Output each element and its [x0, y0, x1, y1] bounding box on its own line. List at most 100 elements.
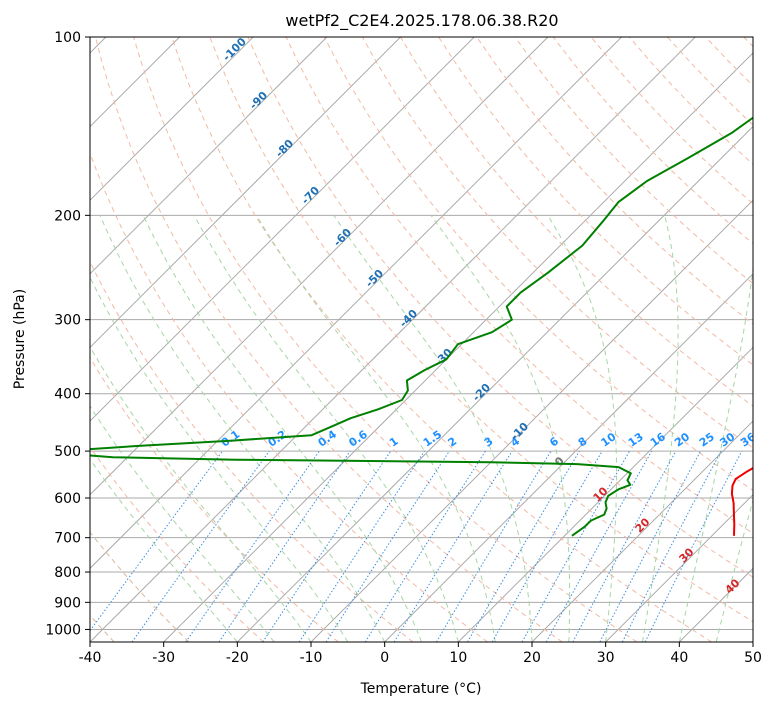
moist-adiabat-line	[715, 498, 753, 642]
mixing-ratio-line	[599, 450, 702, 642]
dry-adiabat-line	[438, 37, 753, 366]
mixing-ratio-line	[521, 450, 631, 642]
moist-adiabat-line	[333, 215, 533, 642]
dry-adiabat-label: -100	[220, 35, 249, 64]
mixing-ratio-label: 16	[648, 430, 668, 450]
x-tick-label: -20	[226, 650, 249, 666]
dry-adiabat-line	[400, 37, 753, 407]
moist-adiabat-line	[142, 215, 422, 642]
isotherm-line	[90, 37, 254, 201]
y-axis-label: Pressure (hPa)	[12, 289, 28, 389]
dry-adiabat-line	[90, 531, 190, 642]
y-tick-label: 700	[54, 531, 81, 547]
mixing-ratio-line	[364, 450, 486, 642]
mixing-ratio-label: 1	[387, 435, 401, 450]
dry-adiabat-label: 10	[591, 484, 611, 504]
x-tick-label: 20	[523, 650, 541, 666]
dry-adiabat-label: -80	[273, 137, 296, 160]
axes: -40 -30 -20 -10 0 10 20 30 40 5010009008007006005…	[45, 30, 762, 666]
mixing-ratio-label: 3	[482, 435, 496, 450]
dry-adiabat-line	[90, 446, 264, 642]
moist-adiabat-line	[90, 276, 349, 642]
x-tick-label: 50	[744, 650, 762, 666]
mixing-ratio-label: 0.1	[219, 428, 242, 450]
mixing-ratio-line	[545, 450, 653, 642]
mixing-ratio-label: 6	[547, 434, 561, 449]
isotherm-line	[678, 567, 753, 642]
mixing-ratio-label: 2	[446, 435, 460, 450]
isotherm-line	[90, 37, 549, 496]
y-tick-label: 500	[54, 444, 81, 460]
isotherm-line	[384, 273, 753, 642]
isotherm-line	[752, 641, 753, 642]
mixing-ratio-label: 8	[576, 435, 590, 450]
moist-adiabat-line	[90, 458, 238, 642]
dry-adiabat-label: -90	[247, 89, 270, 112]
x-tick-label: -10	[300, 650, 323, 666]
dry-adiabat-line	[361, 37, 753, 449]
isotherm-line	[90, 37, 622, 570]
dry-adiabat-line	[90, 151, 488, 642]
dry-adiabat-line	[247, 37, 753, 578]
isotherm-line	[236, 125, 753, 642]
moist-adiabat-line	[90, 345, 312, 642]
mixing-ratio-label: 13	[626, 430, 646, 449]
sounding-profiles	[90, 116, 753, 537]
dry-adiabat-line	[90, 260, 414, 642]
grid-layer	[90, 37, 753, 642]
dry-adiabat-line	[95, 37, 563, 642]
dry-adiabat-line	[743, 37, 753, 48]
dry-adiabat-line	[133, 37, 638, 642]
mixing-ratio-label: 1.5	[421, 428, 444, 450]
dry-adiabat-label: -60	[331, 226, 354, 249]
dry-adiabat-line	[171, 37, 712, 642]
mixing-ratio-line	[131, 450, 270, 642]
isotherm-line	[90, 37, 475, 422]
mixing-ratio-label: 0.6	[346, 428, 370, 450]
isotherm-line	[605, 494, 753, 642]
mixing-ratio-line	[621, 450, 722, 642]
mixing-ratio-line	[325, 450, 450, 642]
x-tick-label: 0	[380, 650, 389, 666]
mixing-ratio-line	[262, 450, 392, 642]
mixing-ratio-line	[467, 450, 580, 642]
dry-adiabat-label: -50	[363, 267, 386, 290]
moist-adiabat-line	[547, 215, 617, 642]
mixing-ratio-line	[298, 450, 425, 642]
isotherm-line	[457, 346, 753, 642]
mixing-ratio-line	[644, 450, 743, 642]
y-tick-label: 900	[54, 595, 81, 611]
dry-adiabat-line	[552, 37, 753, 245]
dry-adiabat-line	[514, 37, 753, 285]
dry-adiabat-label: -40	[397, 307, 420, 330]
dry-adiabat-label: -70	[299, 184, 322, 207]
y-tick-label: 800	[54, 565, 81, 581]
chart-title: wetPf2_C2E4.2025.178.06.38.R20	[285, 11, 558, 31]
dry-adiabat-label: 40	[723, 576, 743, 596]
mixing-ratio-label: 30	[717, 430, 737, 450]
y-tick-label: 100	[54, 30, 81, 46]
isotherm-line	[90, 37, 328, 275]
y-tick-label: 300	[54, 313, 81, 329]
y-tick-label: 600	[54, 491, 81, 507]
mixing-ratio-line	[90, 450, 223, 632]
dry-adiabat-label: 30	[677, 545, 697, 565]
moist-adiabat-line	[678, 265, 753, 642]
isotherm-line	[531, 420, 753, 642]
dry-adiabat-label: -20	[470, 381, 493, 404]
x-tick-label: 10	[449, 650, 467, 666]
mixing-ratio-line	[393, 450, 513, 642]
moist-adiabat-line	[642, 215, 679, 642]
mixing-ratio-line	[218, 450, 351, 642]
isotherm-line	[163, 52, 753, 642]
moist-adiabat-line	[90, 405, 275, 642]
x-tick-label: -30	[152, 650, 175, 666]
isotherm-line	[310, 199, 753, 642]
dry-adiabat-line	[209, 37, 753, 623]
mixing-ratio-label: 25	[697, 430, 717, 449]
reference-lines	[90, 37, 753, 642]
x-tick-label: 30	[597, 650, 615, 666]
x-tick-label: -40	[79, 650, 102, 666]
isotherm-line	[90, 37, 401, 349]
